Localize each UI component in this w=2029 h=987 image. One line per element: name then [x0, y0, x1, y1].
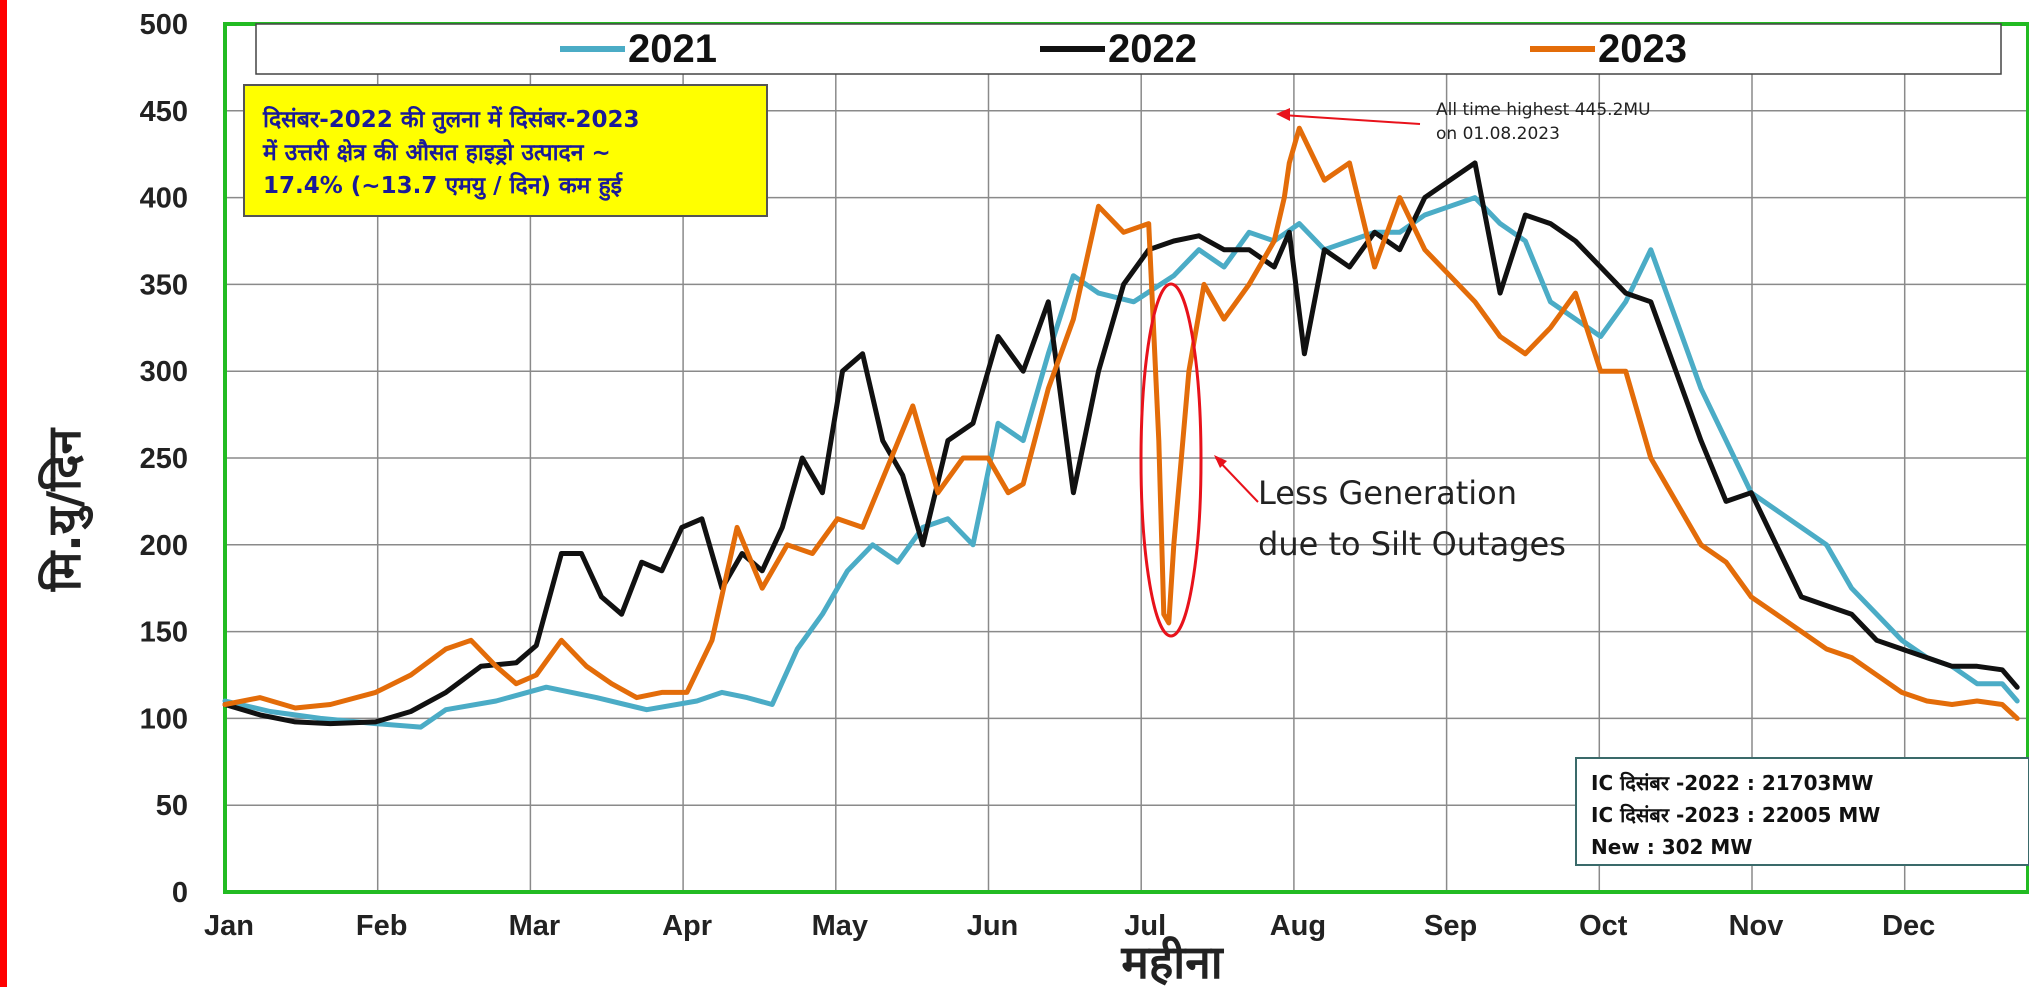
x-tick-label: Nov — [1729, 910, 1784, 942]
series-line-2023 — [222, 125, 2020, 721]
y-tick-label: 450 — [140, 96, 188, 128]
y-tick-label: 50 — [156, 790, 188, 822]
series-lines — [222, 125, 2020, 730]
x-tick-label: May — [812, 910, 868, 942]
y-tick-label: 100 — [140, 703, 188, 735]
legend-label-2022: 2022 — [1108, 27, 1197, 71]
silt-line-1: Less Generation — [1258, 474, 1517, 512]
legend-box — [255, 23, 2002, 75]
y-tick-label: 400 — [140, 183, 188, 215]
y-axis-title: मि.यु/दिन — [37, 427, 94, 592]
x-tick-label: Oct — [1579, 910, 1628, 942]
x-tick-label: Apr — [662, 910, 712, 942]
note-line-3: 17.4% (~13.7 एमयु / दिन) कम हुई — [263, 173, 622, 199]
series-line-2022 — [222, 160, 2020, 727]
x-tick-label: Jun — [967, 910, 1019, 942]
ic-line-1: IC दिसंबर -2022 : 21703MW — [1591, 771, 1874, 795]
silt-arrowhead — [1214, 455, 1227, 468]
legend: 2021 2022 2023 — [560, 27, 1687, 71]
x-tick-label: Mar — [509, 910, 561, 942]
y-tick-label: 200 — [140, 530, 188, 562]
series-line-2021 — [222, 195, 2020, 730]
y-tick-label: 150 — [140, 617, 188, 649]
y-tick-label: 300 — [140, 356, 188, 388]
legend-label-2023: 2023 — [1598, 27, 1687, 71]
silt-arrow — [1215, 457, 1259, 503]
x-tick-label: Dec — [1882, 910, 1935, 942]
x-tick-label: Aug — [1270, 910, 1326, 942]
y-tick-label: 350 — [140, 269, 188, 301]
x-tick-label: Jul — [1124, 910, 1166, 942]
legend-label-2021: 2021 — [628, 27, 717, 71]
x-axis-title: महीना — [1120, 935, 1224, 987]
ic-line-2: IC दिसंबर -2023 : 22005 MW — [1591, 803, 1881, 827]
silt-outage-ellipse — [1139, 282, 1203, 638]
left-red-border — [0, 0, 7, 987]
installed-capacity-box: IC दिसंबर -2022 : 21703MW IC दिसंबर -202… — [1575, 757, 2029, 866]
high-line-2: on 01.08.2023 — [1436, 124, 1560, 144]
high-line-1: All time highest 445.2MU — [1436, 100, 1651, 120]
note-line-1: दिसंबर-2022 की तुलना में दिसंबर-2023 — [263, 107, 640, 133]
silt-line-2: due to Silt Outages — [1258, 525, 1566, 563]
y-tick-label: 250 — [140, 443, 188, 475]
peak-arrowhead — [1276, 108, 1290, 121]
note-line-2: में उत्तरी क्षेत्र की औसत हाइड्रो उत्पाद… — [263, 140, 611, 166]
silt-outage-annotation: Less Generation due to Silt Outages — [1258, 468, 1588, 570]
peak-arrow — [1281, 114, 1421, 125]
comparison-note: दिसंबर-2022 की तुलना में दिसंबर-2023 में… — [243, 84, 768, 217]
y-tick-label: 500 — [140, 9, 188, 41]
x-tick-label: Jan — [204, 910, 254, 942]
y-tick-label: 0 — [172, 877, 188, 909]
x-tick-label: Feb — [356, 910, 408, 942]
x-axis-ticks: Jan Feb Mar Apr May Jun Jul Aug Sep Oct Nov Dec — [204, 910, 1935, 942]
all-time-high-annotation: All time highest 445.2MU on 01.08.2023 — [1436, 98, 1736, 146]
ic-line-3: New : 302 MW — [1591, 835, 1753, 859]
y-axis-ticks: 0 50 100 150 200 250 300 350 400 450 500 — [140, 9, 188, 909]
x-tick-label: Sep — [1424, 910, 1477, 942]
